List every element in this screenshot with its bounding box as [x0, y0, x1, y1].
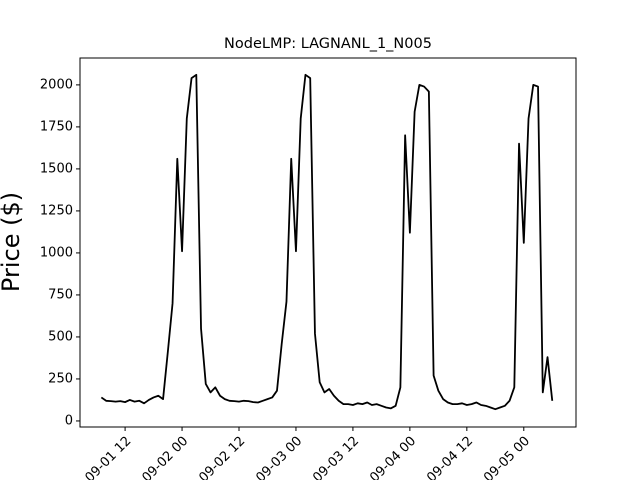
x-tick-label: 09-02 00	[139, 434, 191, 480]
y-tick-label: 250	[48, 371, 73, 386]
y-tick-label: 2000	[40, 77, 73, 92]
x-tick-label: 09-02 12	[196, 434, 248, 480]
chart-title: NodeLMP: LAGNANL_1_N005	[224, 36, 432, 52]
y-tick-label: 1500	[40, 161, 73, 176]
x-tick-label: 09-05 00	[481, 434, 533, 480]
x-tick-label: 09-03 12	[310, 434, 362, 480]
x-tick-label: 09-04 12	[424, 434, 476, 480]
x-tick-label: 09-04 00	[367, 434, 419, 480]
y-tick-label: 1000	[40, 245, 73, 260]
y-tick-label: 500	[48, 329, 73, 344]
y-tick-label: 1750	[40, 119, 73, 134]
x-tick-label: 09-01 12	[82, 434, 134, 480]
y-axis-label: Price ($)	[0, 192, 25, 292]
y-tick-label: 1250	[40, 203, 73, 218]
x-tick-label: 09-03 00	[253, 434, 305, 480]
plot-frame	[79, 57, 577, 428]
y-tick-label: 0	[65, 413, 73, 428]
y-tick-label: 750	[48, 287, 73, 302]
price-line	[100, 73, 554, 411]
